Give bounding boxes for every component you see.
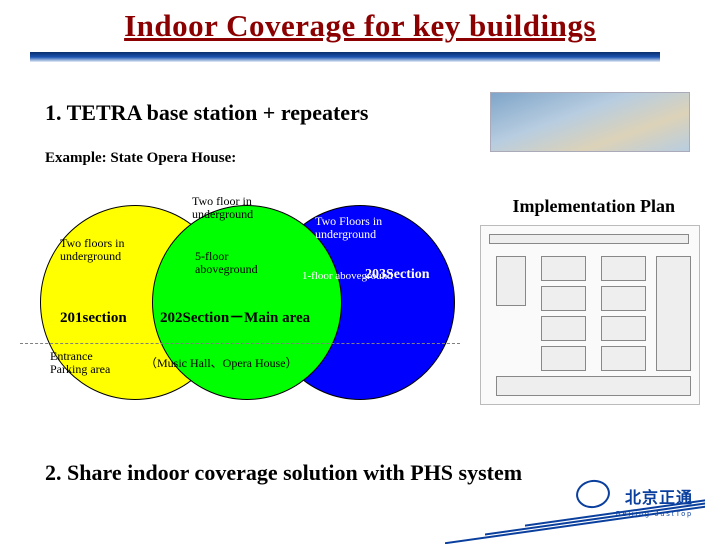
- label-201section: 201section: [60, 310, 127, 327]
- example-label: Example: State Opera House:: [45, 150, 236, 167]
- label-two-floors-1: Two floors in underground: [60, 237, 150, 263]
- ellipse-202: [152, 205, 342, 400]
- label-203section: 203Section: [365, 267, 455, 282]
- label-5floor: 5-floor aboveground: [195, 250, 285, 276]
- label-two-floor-2: Two floor in underground: [192, 195, 282, 221]
- axis-line: [20, 343, 460, 344]
- venn-diagram: Two floors in underground Two floor in u…: [40, 175, 460, 425]
- label-two-floors-3: Two Floors in underground: [315, 215, 415, 241]
- title-divider: [30, 52, 660, 62]
- impl-plan-diagram: [480, 225, 700, 405]
- section-1-heading: 1. TETRA base station + repeaters: [45, 100, 368, 126]
- logo-text-en: Beijing JustTop: [616, 511, 693, 518]
- logo-text-cn: 北京正通: [625, 484, 693, 508]
- label-entrance: Entrance Parking area: [50, 350, 130, 376]
- hero-image: [490, 92, 690, 152]
- section-2-heading: 2. Share indoor coverage solution with P…: [45, 460, 522, 486]
- page-title: Indoor Coverage for key buildings: [0, 8, 720, 44]
- impl-plan-heading: Implementation Plan: [512, 196, 675, 217]
- label-202section: 202Section－Main area: [160, 310, 310, 327]
- label-halls: （Music Hall、Opera House）: [145, 357, 365, 370]
- footer-logo: 北京正通 Beijing JustTop: [545, 475, 705, 530]
